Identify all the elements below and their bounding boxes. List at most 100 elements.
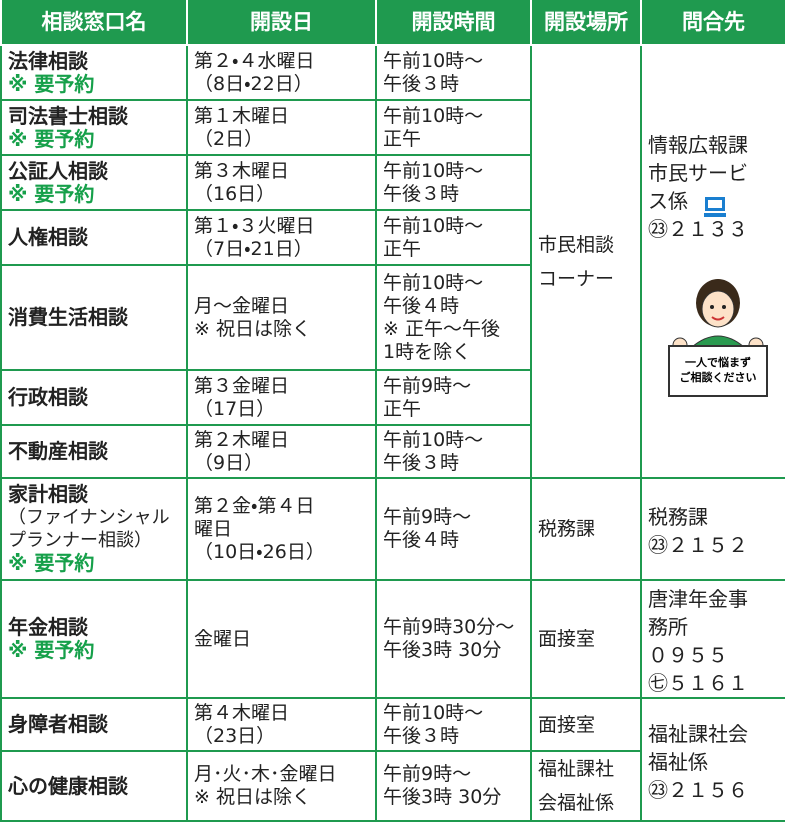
hours-cell: 午前10時～ 正午 xyxy=(375,209,532,266)
contact-cell: 福祉課社会 福祉係 ㉓２１５６ xyxy=(640,697,785,822)
days-line: ※ 祝日は除く xyxy=(194,786,311,808)
hours-line: 1時を除く xyxy=(383,340,472,363)
name-cell: 年金相談 ※ 要予約 xyxy=(0,579,188,699)
computer-icon xyxy=(704,197,726,217)
table-row: 法律相談 ※ 要予約 第２・４水曜日 （8日・22日） 午前10時～ 午後３時 市民相談 コー… xyxy=(0,44,785,479)
days-line: （17日） xyxy=(194,397,276,420)
place-line: 福祉課社 xyxy=(538,758,615,780)
header-cell: 相談窓口名 xyxy=(0,0,188,46)
hours-cell: 午前10時～ 正午 xyxy=(375,99,532,156)
days-cell: 第３金曜日 （17日） xyxy=(186,369,377,426)
days-cell: 金曜日 xyxy=(186,579,377,699)
table-row: 不動産相談 第２木曜日 （9日） 午前10時～ 午後３時 xyxy=(0,424,785,479)
hours-cell: 午前10時～ 午後３時 xyxy=(375,44,532,101)
hours-line: ※ 正午～午後 xyxy=(383,317,500,340)
name-subtitle: プランナー相談） xyxy=(8,530,152,551)
hours-line: 正午 xyxy=(383,397,422,420)
header-row: 相談窓口名 開設日 開設時間 開設場所 問合先 xyxy=(0,0,785,46)
hours-line: 午前10時～ xyxy=(383,214,484,237)
reservation-note: ※ 要予約 xyxy=(8,638,95,662)
days-cell: 第２・４水曜日 （8日・22日） xyxy=(186,44,377,101)
hours-line: 午後３時 xyxy=(383,724,460,747)
place-line: 税務課 xyxy=(538,518,596,540)
days-cell: 第１木曜日 （2日） xyxy=(186,99,377,156)
place-cell: 面接室 xyxy=(530,579,642,699)
days-line: 第４木曜日 xyxy=(194,701,290,724)
table-row: 身障者相談 第４木曜日 （23日） 午前10時～ 午後３時 面接室 福祉課社会 福祉係 ㉓２１５… xyxy=(0,697,785,822)
name-cell: 心の健康相談 xyxy=(0,750,188,822)
contact-line: 務所 xyxy=(648,615,688,639)
hours-line: 正午 xyxy=(383,237,422,260)
days-line: 第２・４水曜日 xyxy=(194,49,315,72)
consultation-name: 不動産相談 xyxy=(8,439,108,463)
days-cell: 月･火･木･金曜日 ※ 祝日は除く xyxy=(186,750,377,822)
consultation-name: 家計相談 xyxy=(8,482,88,506)
contact-line: ス係 xyxy=(648,189,688,213)
header-cell: 開設時間 xyxy=(375,0,532,46)
reservation-note: ※ 要予約 xyxy=(8,551,95,575)
contact-line: ㉓２１３３ xyxy=(648,217,748,241)
contact-line: ０９５５ xyxy=(648,643,728,667)
name-cell: 身障者相談 xyxy=(0,697,188,752)
reservation-note: ※ 要予約 xyxy=(8,71,95,96)
consultation-name: 身障者相談 xyxy=(8,712,108,736)
name-cell: 行政相談 xyxy=(0,369,188,426)
table-row: 家計相談 （ファイナンシャル プランナー相談） ※ 要予約 第２金・第４日 曜日 （10日・… xyxy=(0,477,785,581)
hours-line: 午前9時～ xyxy=(383,374,472,397)
name-cell: 消費生活相談 xyxy=(0,264,188,371)
days-line: （16日） xyxy=(194,182,276,205)
days-cell: 第１・３火曜日 （7日・21日） xyxy=(186,209,377,266)
consultation-name: 法律相談 xyxy=(8,48,88,73)
contact-line: ㊆５１６１ xyxy=(648,671,748,695)
contact-cell: 唐津年金事 務所 ０９５５ ㊆５１６１ xyxy=(640,579,785,699)
hours-cell: 午前10時～ 午後３時 xyxy=(375,154,532,211)
name-cell: 不動産相談 xyxy=(0,424,188,479)
place-cell: 福祉課社 会福祉係 xyxy=(530,750,642,822)
days-cell: 第２木曜日 （9日） xyxy=(186,424,377,479)
days-line: 第２金・第４日 xyxy=(194,494,315,517)
consultation-name: 年金相談 xyxy=(8,615,88,639)
hours-line: 午後４時 xyxy=(383,529,460,551)
header-cell: 開設日 xyxy=(186,0,377,46)
hours-line: 午後３時 xyxy=(383,182,460,205)
days-line: 第２木曜日 xyxy=(194,428,290,451)
reservation-note: ※ 要予約 xyxy=(8,181,95,206)
consultation-name: 司法書士相談 xyxy=(8,103,128,128)
hours-cell: 午前10時～ 午後３時 xyxy=(375,697,532,752)
hours-line: 午前10時～ xyxy=(383,159,484,182)
place-line: 会福祉係 xyxy=(538,792,615,814)
hours-line: 午前10時～ xyxy=(383,428,484,451)
place-cell: 面接室 xyxy=(530,697,642,752)
hours-cell: 午前9時～ 午後４時 xyxy=(375,477,532,581)
contact-line: ㉓２１５６ xyxy=(648,777,748,802)
hours-line: 午後４時 xyxy=(383,294,460,317)
place-cell: 市民相談 コーナー xyxy=(530,44,642,479)
consultation-name: 人権相談 xyxy=(8,225,88,249)
hours-line: 午前10時～ xyxy=(383,104,484,127)
contact-line: 税務課 xyxy=(648,505,708,529)
name-cell: 司法書士相談 ※ 要予約 xyxy=(0,99,188,156)
contact-cell: 情報広報課 市民サービ ス係 ㉓２１３３ xyxy=(640,44,785,479)
days-line: 月～金曜日 xyxy=(194,294,290,317)
table-row: 行政相談 第３金曜日 （17日） 午前9時～ 正午 xyxy=(0,369,785,426)
table-row: 司法書士相談 ※ 要予約 第１木曜日 （2日） 午前10時～ 正午 xyxy=(0,99,785,156)
hours-line: 正午 xyxy=(383,127,422,150)
hours-line: 午前9時30分～ xyxy=(383,616,515,638)
place-line: 面接室 xyxy=(538,628,596,650)
place-line: 面接室 xyxy=(538,713,596,736)
place-line: コーナー xyxy=(538,267,615,290)
table-row: 年金相談 ※ 要予約 金曜日 午前9時30分～ 午後3時 30分 面接室 唐津年金事 務所 ０９… xyxy=(0,579,785,699)
name-cell: 公証人相談 ※ 要予約 xyxy=(0,154,188,211)
days-line: （2日） xyxy=(194,127,264,150)
consultation-name: 行政相談 xyxy=(8,385,88,409)
contact-cell: 税務課 ㉓２１５２ xyxy=(640,477,785,581)
days-cell: 月～金曜日 ※ 祝日は除く xyxy=(186,264,377,371)
sign-text: 一人で悩まず xyxy=(685,356,751,369)
hours-line: 午後３時 xyxy=(383,451,460,474)
table-row: 消費生活相談 月～金曜日 ※ 祝日は除く 午前10時～ 午後４時 ※ 正午～午後 1時を除く xyxy=(0,264,785,371)
name-subtitle: （ファイナンシャル xyxy=(8,507,170,528)
days-line: 第１・３火曜日 xyxy=(194,214,315,237)
hours-cell: 午前10時～ 午後４時 ※ 正午～午後 1時を除く xyxy=(375,264,532,371)
hours-cell: 午前9時30分～ 午後3時 30分 xyxy=(375,579,532,699)
